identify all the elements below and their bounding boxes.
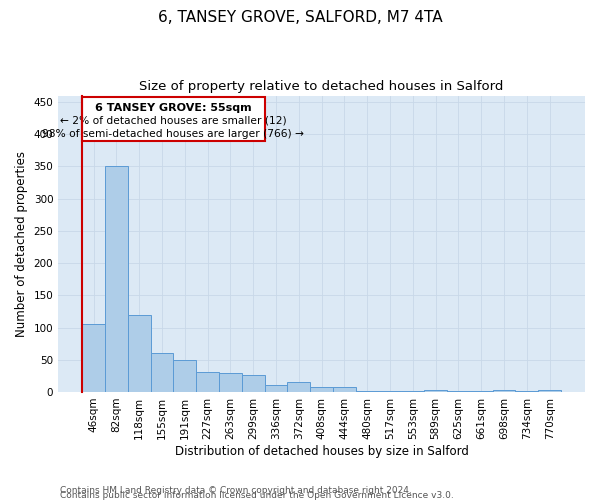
Text: 98% of semi-detached houses are larger (766) →: 98% of semi-detached houses are larger (… bbox=[43, 129, 304, 139]
Bar bbox=[538, 390, 561, 392]
Bar bbox=[333, 388, 356, 392]
Text: 6, TANSEY GROVE, SALFORD, M7 4TA: 6, TANSEY GROVE, SALFORD, M7 4TA bbox=[158, 10, 442, 25]
Bar bbox=[379, 390, 401, 392]
Bar bbox=[424, 390, 447, 392]
FancyBboxPatch shape bbox=[82, 97, 265, 140]
Text: Contains public sector information licensed under the Open Government Licence v3: Contains public sector information licen… bbox=[60, 491, 454, 500]
Bar bbox=[310, 388, 333, 392]
Bar bbox=[151, 352, 173, 392]
Bar bbox=[128, 314, 151, 392]
Bar bbox=[242, 375, 265, 392]
Text: ← 2% of detached houses are smaller (12): ← 2% of detached houses are smaller (12) bbox=[60, 116, 287, 126]
Bar bbox=[493, 390, 515, 392]
Bar bbox=[196, 372, 219, 392]
Bar bbox=[105, 166, 128, 392]
Bar bbox=[82, 324, 105, 392]
Text: 6 TANSEY GROVE: 55sqm: 6 TANSEY GROVE: 55sqm bbox=[95, 103, 251, 113]
Y-axis label: Number of detached properties: Number of detached properties bbox=[15, 151, 28, 337]
Bar bbox=[173, 360, 196, 392]
Bar bbox=[401, 390, 424, 392]
Bar bbox=[219, 372, 242, 392]
Text: Contains HM Land Registry data © Crown copyright and database right 2024.: Contains HM Land Registry data © Crown c… bbox=[60, 486, 412, 495]
Title: Size of property relative to detached houses in Salford: Size of property relative to detached ho… bbox=[139, 80, 504, 93]
Bar bbox=[287, 382, 310, 392]
X-axis label: Distribution of detached houses by size in Salford: Distribution of detached houses by size … bbox=[175, 444, 469, 458]
Bar bbox=[356, 390, 379, 392]
Bar bbox=[265, 385, 287, 392]
